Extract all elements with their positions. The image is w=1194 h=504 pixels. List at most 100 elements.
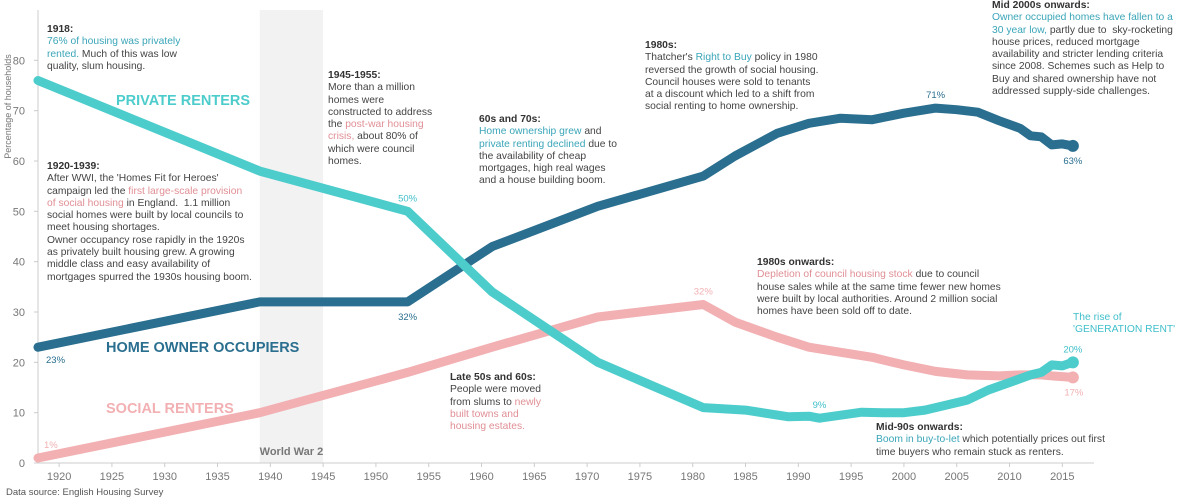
- annotation-1980s-title: 1980s:: [645, 40, 678, 51]
- marked-label-private: 9%: [813, 400, 827, 411]
- annotation-1920-text: middle class and easy availability of: [47, 259, 211, 271]
- end-label-owners: 63%: [1063, 156, 1083, 167]
- marked-label-owners: 32%: [398, 312, 418, 323]
- annotation-90s-text: which potentially prices out first: [959, 434, 1105, 446]
- x-tick-label: 1955: [416, 471, 440, 483]
- x-tick-label: 1925: [100, 471, 124, 483]
- y-tick-label: 50: [13, 206, 25, 218]
- annotation-1980on-text: due to council: [912, 269, 980, 281]
- annotation-1918-text: rented.: [47, 48, 80, 60]
- annotation-1980on-text: Depletion of council housing stock: [757, 269, 913, 281]
- annotation-1945-text: the: [328, 119, 346, 131]
- x-tick-label: 1935: [205, 471, 229, 483]
- annotation-1945-text: crisis,: [328, 131, 355, 143]
- annotation-90s-text: time buyers who remain stuck as renters.: [876, 446, 1064, 458]
- y-axis-title: Percentage of households: [3, 54, 13, 159]
- x-tick-label: 1920: [47, 471, 71, 483]
- annotation-genrent-text: 'GENERATION RENT': [1073, 324, 1176, 336]
- world-war-2-label: World War 2: [260, 446, 324, 458]
- annotation-2000s-text: 30 year low,: [992, 24, 1047, 36]
- annotation-1980s-text: at a discount which led to a shift from: [645, 89, 815, 101]
- annotation-2000s-text: partly due to sky-rocketing: [1046, 24, 1173, 36]
- y-tick-label: 70: [13, 106, 25, 118]
- x-tick-label: 1960: [469, 471, 493, 483]
- annotation-1945-text: which were council: [328, 143, 415, 155]
- series-line-private-renters: [33, 76, 1078, 423]
- annotation-50s-text: housing estates.: [450, 421, 525, 433]
- annotation-1918-text: 76% of housing was privately: [47, 36, 181, 48]
- annotation-2000s-text: addressed supply-side challenges.: [992, 86, 1150, 98]
- annotation-mid-90s: Mid-90s onwards: Boom in buy-to-let whic…: [876, 422, 1105, 459]
- annotation-1920-text: first large-scale provision: [128, 185, 243, 197]
- annotation-1945-text: homes were: [328, 94, 385, 106]
- annotation-1920-text: After WWI, the 'Homes Fit for Heroes': [47, 173, 219, 185]
- annotation-1980on-title: 1980s onwards:: [757, 257, 835, 268]
- annotation-1980s-text: reversed the growth of social housing.: [645, 64, 819, 76]
- annotation-60s-text: and: [581, 126, 602, 138]
- x-tick-label: 1980: [680, 471, 704, 483]
- start-label-owners: 23%: [46, 355, 66, 366]
- y-tick-label: 30: [13, 307, 25, 319]
- annotation-2000s-text: Owner occupied homes have fallen to a: [992, 12, 1173, 24]
- annotation-1945-text: homes.: [328, 156, 362, 168]
- x-tick-label: 1945: [311, 471, 335, 483]
- data-source-note: Data source: English Housing Survey: [6, 487, 164, 498]
- x-tick-label: 1940: [258, 471, 282, 483]
- annotation-1980s-text: Council houses were sold to tenants: [645, 76, 811, 88]
- series-end-point: [1066, 371, 1079, 384]
- annotation-60s-text: the availability of cheap: [479, 150, 587, 162]
- annotation-1980s-text: Thatcher's: [645, 52, 696, 64]
- annotation-50s-text: People were moved: [450, 384, 542, 396]
- x-tick-label: 1995: [839, 471, 863, 483]
- annotation-60s-text: due to: [585, 138, 617, 150]
- y-tick-label: 40: [13, 257, 25, 269]
- annotation-60s-text: private renting declined: [479, 138, 586, 150]
- x-tick-label: 1975: [628, 471, 652, 483]
- annotation-1980on-text: were built by local authorities. Around …: [757, 293, 998, 305]
- annotation-60s-text: Home ownership grew: [479, 126, 582, 138]
- x-tick-label: 2015: [1050, 471, 1074, 483]
- x-tick-label: 1970: [575, 471, 599, 483]
- end-label-private: 20%: [1063, 344, 1083, 355]
- annotation-1918-text: quality, slum housing.: [47, 60, 146, 72]
- annotation-60s-text: mortgages, high real wages: [479, 163, 606, 175]
- annotation-1920-text: meet housing shortages.: [47, 222, 160, 234]
- y-tick-label: 60: [13, 156, 25, 168]
- annotation-2000s-text: since 2008. Schemes such as Help to: [992, 61, 1165, 73]
- start-label-social: 1%: [44, 440, 58, 451]
- annotation-1980on-text: homes have been sold off to date.: [757, 306, 912, 318]
- series-line-home-owner-occupiers: [33, 103, 1078, 352]
- annotation-1920-text: as privately built housing grew. A growi…: [47, 247, 235, 259]
- annotation-1980s-text: policy in 1980: [751, 52, 818, 64]
- annotation-mid-2000s: Mid 2000s onwards: Owner occupied homes …: [992, 0, 1173, 98]
- annotation-2000s-text: Buy and shared ownership have not: [992, 73, 1157, 85]
- annotation-90s-title: Mid-90s onwards:: [876, 422, 963, 433]
- series-label-social-renters: SOCIAL RENTERS: [106, 401, 234, 417]
- annotation-60s-title: 60s and 70s:: [479, 114, 541, 125]
- annotation-60s-text: and a house building boom.: [479, 175, 606, 187]
- y-tick-label: 80: [13, 55, 25, 67]
- annotation-50s-title: Late 50s and 60s:: [450, 372, 536, 383]
- annotation-1945-text: about 80% of: [354, 131, 418, 143]
- annotation-1980s: 1980s: Thatcher's Right to Buy policy in…: [645, 40, 818, 114]
- annotation-1920-text: social homes were built by local council…: [47, 210, 244, 222]
- annotation-1918: 1918: 76% of housing was privately rente…: [47, 24, 180, 73]
- world-war-2-band: [259, 10, 324, 463]
- annotation-1920-text: of social housing: [47, 197, 124, 209]
- annotation-genrent-text: The rise of: [1073, 312, 1122, 323]
- annotation-2000s-title: Mid 2000s onwards:: [992, 0, 1090, 11]
- annotation-90s-text: Boom in buy-to-let: [876, 434, 960, 446]
- annotation-1918-title: 1918:: [47, 24, 74, 35]
- x-tick-label: 2000: [892, 471, 916, 483]
- x-tick-label: 2010: [997, 471, 1021, 483]
- annotation-1920-1939: 1920-1939: After WWI, the 'Homes Fit for…: [47, 161, 252, 284]
- y-tick-label: 10: [13, 408, 25, 420]
- annotation-1945-text: More than a million: [328, 82, 415, 94]
- end-label-social: 17%: [1064, 387, 1084, 398]
- annotation-1980s-onwards: 1980s onwards: Depletion of council hous…: [757, 257, 1001, 318]
- x-tick-label: 1950: [364, 471, 388, 483]
- marked-label-private: 50%: [398, 193, 418, 204]
- x-tick-label: 1990: [786, 471, 810, 483]
- annotation-50s-text: newly: [514, 396, 541, 408]
